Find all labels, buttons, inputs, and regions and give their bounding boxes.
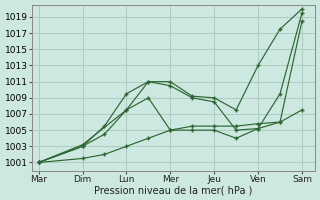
X-axis label: Pression niveau de la mer( hPa ): Pression niveau de la mer( hPa ) — [94, 185, 253, 195]
